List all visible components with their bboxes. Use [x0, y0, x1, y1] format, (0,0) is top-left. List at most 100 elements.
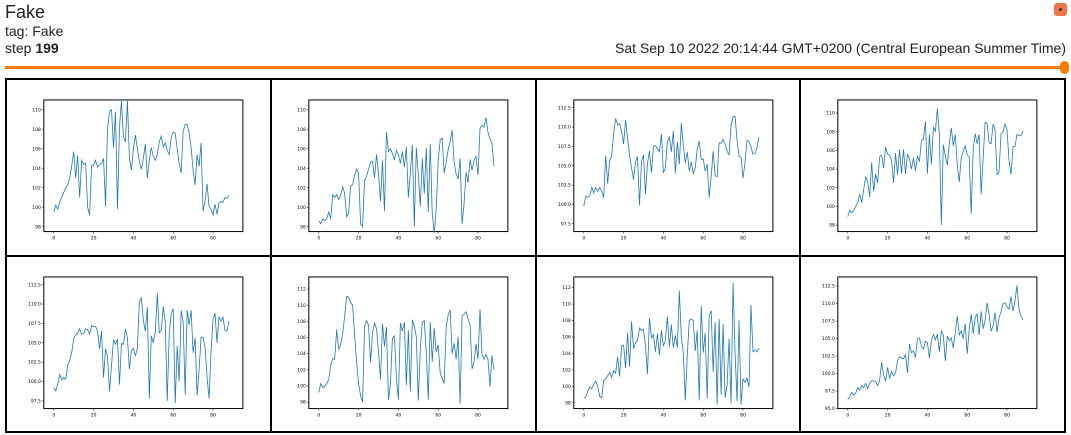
y-tick-label: 105.0 — [558, 163, 571, 169]
y-tick-label: 95.0 — [825, 406, 835, 412]
y-tick-label: 104 — [562, 351, 571, 357]
x-tick-label: 60 — [435, 236, 441, 242]
y-tick-label: 108 — [32, 127, 41, 133]
x-tick-label: 0 — [52, 412, 55, 418]
y-tick-label: 97.5 — [560, 221, 570, 227]
x-tick-label: 20 — [355, 236, 361, 242]
line-plot: 0 20 40 60 80 98 100 102 104 106 108 110 — [827, 99, 1038, 242]
plot-frame — [308, 99, 509, 233]
x-tick-label: 0 — [847, 412, 850, 418]
line-plot: 0 20 40 60 80 98 100 102 104 106 108 110 — [32, 99, 244, 242]
step-value: 199 — [35, 40, 59, 56]
y-tick-label: 97.5 — [31, 398, 41, 404]
x-tick-label: 20 — [620, 412, 626, 418]
x-tick-label: 80 — [1004, 236, 1010, 242]
y-tick-label: 112.5 — [28, 282, 41, 288]
series-line — [847, 284, 1024, 400]
plot-frame — [43, 99, 244, 233]
plot-cell: 0 20 40 60 80 98 100 102 104 106 108 110 — [801, 80, 1066, 257]
y-tick-label: 107.5 — [558, 144, 571, 150]
y-tick-label: 98 — [829, 223, 835, 229]
image-grid: 0 20 40 60 80 98 100 102 104 106 108 110 0 20 40 60 80 98… — [5, 78, 1066, 433]
x-tick-label: 20 — [91, 412, 97, 418]
y-tick-label: 107.5 — [822, 318, 835, 324]
y-tick-label: 102.5 — [28, 359, 41, 365]
y-tick-label: 100.0 — [558, 202, 571, 208]
x-tick-label: 40 — [925, 236, 931, 242]
plot-cell: 0 20 40 60 80 98 100 102 104 106 108 110 112 — [271, 256, 537, 433]
menu-button[interactable] — [1054, 3, 1067, 16]
y-tick-label: 112 — [297, 286, 306, 292]
line-plot: 0 20 40 60 80 95.0 97.5 100.0 102.5 105.0 107.5 110… — [822, 275, 1038, 418]
y-tick-label: 112.5 — [822, 283, 835, 289]
tag-label: tag: Fake — [5, 23, 64, 39]
y-tick-label: 106 — [32, 146, 41, 152]
y-tick-label: 107.5 — [28, 320, 41, 326]
y-tick-label: 102 — [297, 185, 306, 191]
x-tick-label: 0 — [582, 236, 585, 242]
series-line — [318, 117, 495, 233]
series-line — [53, 100, 230, 217]
y-tick-label: 108 — [827, 129, 836, 135]
y-tick-label: 110 — [827, 111, 836, 117]
y-tick-label: 102 — [562, 367, 571, 373]
x-tick-label: 60 — [965, 236, 971, 242]
y-tick-label: 110.0 — [28, 301, 41, 307]
y-tick-label: 102 — [297, 367, 306, 373]
y-tick-label: 100 — [562, 383, 571, 389]
series-line — [53, 292, 230, 403]
y-tick-label: 112 — [562, 285, 571, 291]
series-line — [582, 115, 759, 207]
x-tick-label: 0 — [847, 236, 850, 242]
x-tick-label: 0 — [582, 412, 585, 418]
y-tick-label: 106 — [297, 335, 306, 341]
plot-frame — [837, 275, 1038, 409]
y-tick-label: 106 — [827, 148, 836, 154]
y-tick-label: 106 — [297, 146, 306, 152]
plot-cell: 0 20 40 60 80 97.5 100.0 102.5 105.0 107.5 110.0 11… — [7, 256, 272, 433]
y-tick-label: 108 — [297, 318, 306, 324]
y-tick-label: 104 — [827, 167, 836, 173]
step-prefix: step — [5, 40, 32, 56]
y-tick-label: 112.5 — [558, 105, 571, 111]
line-plot: 0 20 40 60 80 98 100 102 104 106 108 110 — [297, 99, 509, 242]
x-tick-label: 20 — [91, 236, 97, 242]
x-tick-label: 40 — [925, 412, 931, 418]
x-tick-label: 60 — [700, 412, 706, 418]
x-tick-label: 60 — [170, 412, 176, 418]
series-line — [318, 295, 495, 404]
y-tick-label: 105.0 — [822, 336, 835, 342]
y-tick-label: 110 — [32, 107, 41, 113]
y-tick-label: 105.0 — [28, 340, 41, 346]
x-tick-label: 80 — [1004, 412, 1010, 418]
x-tick-label: 80 — [475, 236, 481, 242]
x-tick-label: 80 — [475, 412, 481, 418]
y-tick-label: 110 — [562, 301, 571, 307]
y-tick-label: 110.0 — [558, 125, 571, 131]
step-slider-track[interactable] — [5, 66, 1065, 69]
x-tick-label: 60 — [170, 236, 176, 242]
y-tick-label: 102 — [827, 185, 836, 191]
y-tick-label: 97.5 — [825, 388, 835, 394]
plot-cell: 0 20 40 60 80 95.0 97.5 100.0 102.5 105.0 107.5 110… — [801, 256, 1066, 433]
x-tick-label: 40 — [395, 412, 401, 418]
plot-cell: 0 20 40 60 80 98 100 102 104 106 108 110 — [7, 80, 272, 257]
y-tick-label: 110.0 — [822, 301, 835, 307]
step-slider-thumb[interactable] — [1060, 61, 1069, 74]
x-tick-label: 20 — [885, 412, 891, 418]
y-tick-label: 108 — [297, 127, 306, 133]
y-tick-label: 104 — [297, 166, 306, 172]
plot-frame — [43, 275, 244, 409]
x-tick-label: 20 — [885, 236, 891, 242]
x-tick-label: 40 — [395, 236, 401, 242]
plot-frame — [572, 275, 773, 409]
y-tick-label: 98 — [300, 399, 306, 405]
card-title: Fake — [5, 2, 46, 22]
y-tick-label: 100 — [297, 383, 306, 389]
x-tick-label: 0 — [52, 236, 55, 242]
x-tick-label: 80 — [740, 236, 746, 242]
x-tick-label: 0 — [317, 412, 320, 418]
line-plot: 0 20 40 60 80 97.5 100.0 102.5 105.0 107.5 110.0 11… — [28, 275, 244, 418]
y-tick-label: 100.0 — [822, 371, 835, 377]
y-tick-label: 98 — [565, 400, 571, 406]
